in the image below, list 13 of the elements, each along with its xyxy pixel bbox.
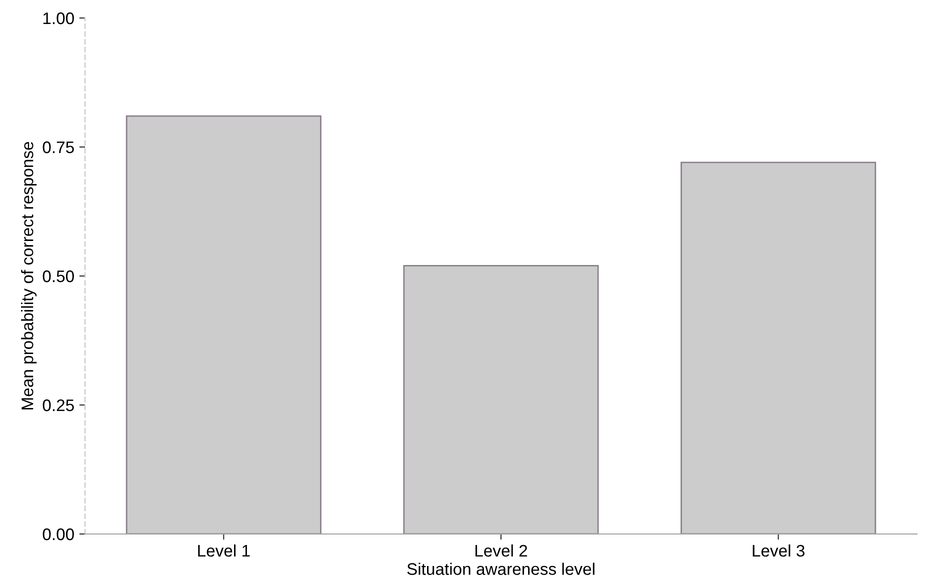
bar [403, 264, 599, 534]
y-tick-label: 0.25 [42, 399, 74, 412]
bar [126, 115, 322, 534]
bar [680, 162, 876, 534]
y-tick-label: 0.75 [42, 141, 74, 154]
x-tick-label: Level 2 [475, 544, 528, 557]
y-tick-label: 0.00 [42, 528, 74, 540]
y-axis-title: Mean probability of correct response [21, 142, 37, 410]
y-tick-label: 0.50 [42, 270, 74, 282]
y-tick-label: 1.00 [43, 12, 74, 24]
x-tick-label: Level 1 [198, 544, 250, 557]
x-tick-label: Level 3 [752, 544, 804, 557]
x-axis-title: Situation awareness level [407, 562, 594, 575]
